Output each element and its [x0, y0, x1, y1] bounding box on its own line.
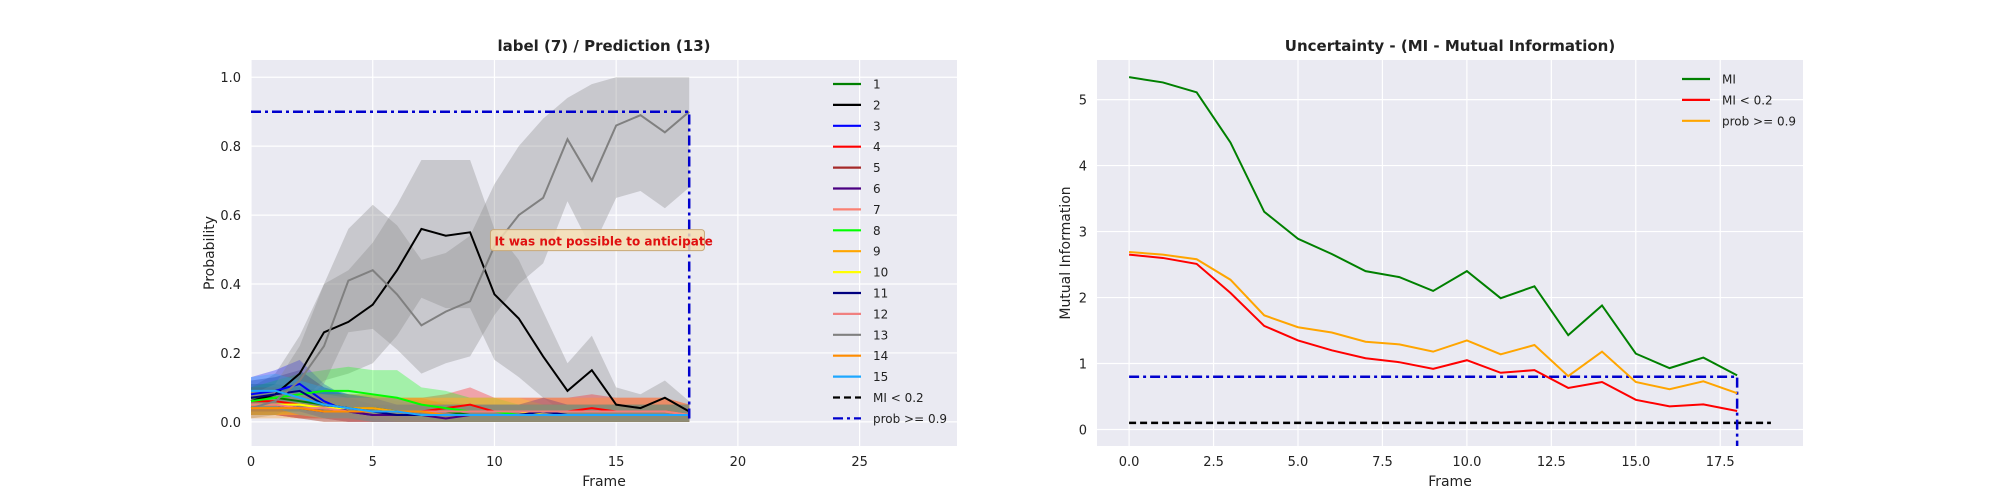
series-line-15	[251, 389, 690, 416]
legend-label: 10	[873, 266, 888, 280]
legend-label: 9	[873, 245, 881, 259]
panel-probability: 0 5 10 15 20 250.00.20.40.60.81.0It was not p…	[202, 37, 957, 490]
x-tick-label: 25	[851, 455, 868, 470]
x-tick-label: 5	[369, 455, 377, 470]
series-line-2	[250, 227, 690, 413]
series-line-12	[251, 403, 690, 416]
prob-threshold-line	[251, 110, 691, 422]
y-axis-label: Mutual Information	[1058, 186, 1074, 319]
y-tick-label: 4	[1079, 160, 1087, 175]
x-tick-label: 17.5	[1706, 455, 1735, 470]
series-line-MI-0-2	[1128, 253, 1738, 413]
x-tick-label: 20	[730, 455, 747, 470]
x-tick-label: 12.5	[1537, 455, 1566, 470]
x-axis-label: Frame	[582, 474, 626, 490]
y-tick-label: 0.2	[220, 347, 241, 362]
series-line-MI	[1128, 76, 1738, 377]
y-tick-label: 0.6	[220, 209, 241, 224]
y-tick-label: 0.8	[220, 140, 241, 155]
plot-background	[1097, 60, 1803, 446]
legend-label: MI	[1722, 73, 1736, 87]
x-tick-label: 0	[247, 455, 255, 470]
legend-label: 11	[873, 287, 888, 301]
legend: MI MI < 0.2 prob >= 0.9	[1682, 73, 1796, 128]
y-tick-label: 3	[1079, 226, 1087, 241]
series-band-13	[251, 77, 690, 419]
x-tick-label: 5.0	[1288, 455, 1309, 470]
x-tick-label: 7.5	[1372, 455, 1393, 470]
legend-label: MI < 0.2	[873, 391, 924, 405]
panel-uncertainty: 0.0 2.5 5.0 7.5 10.0 12.5 15.0 17.5 0 1 2 3 4 5 Uncert…	[1058, 37, 1803, 490]
legend-label: 1	[873, 78, 881, 92]
legend-label: 15	[873, 370, 888, 384]
annotation-text: It was not possible to anticipate	[494, 235, 712, 249]
prob-threshold-line	[1129, 375, 1739, 446]
legend-label: 6	[873, 182, 881, 196]
chart-title: Uncertainty - (MI - Mutual Information)	[1285, 37, 1615, 55]
legend-label: prob >= 0.9	[1722, 114, 1796, 128]
y-tick-label: 0.4	[220, 278, 241, 293]
y-tick-label: 0.0	[220, 416, 241, 431]
chart-title: label (7) / Prediction (13)	[497, 37, 710, 55]
legend-label: 2	[873, 98, 881, 112]
legend-label: 7	[873, 203, 881, 217]
y-tick-label: 1	[1079, 358, 1087, 373]
y-tick-label: 0	[1079, 424, 1087, 439]
x-tick-label: 2.5	[1203, 455, 1224, 470]
y-axis-label: Probability	[202, 216, 218, 290]
legend-label: prob >= 0.9	[873, 412, 947, 426]
legend-label: 5	[873, 161, 881, 175]
legend-label: 8	[873, 224, 881, 238]
legend-label: MI < 0.2	[1722, 93, 1773, 107]
x-tick-label: 0.0	[1119, 455, 1140, 470]
y-tick-label: 2	[1079, 292, 1087, 307]
legend-label: 13	[873, 328, 888, 342]
x-axis-label: Frame	[1428, 474, 1472, 490]
legend-label: 4	[873, 140, 881, 154]
y-tick-label: 5	[1079, 94, 1087, 109]
series-band-3	[251, 359, 690, 422]
x-tick-label: 10	[486, 455, 503, 470]
series-band-2	[251, 159, 690, 422]
legend-label: 3	[873, 119, 881, 133]
plot-background	[251, 60, 957, 446]
series-line-13	[250, 110, 690, 410]
legend-label: 12	[873, 307, 888, 321]
legend-label: 14	[873, 349, 888, 363]
x-tick-label: 10.0	[1452, 455, 1481, 470]
annotation-box	[489, 229, 705, 252]
series-line-prob-0-9	[1129, 251, 1738, 395]
x-tick-label: 15.0	[1621, 455, 1650, 470]
x-tick-label: 15	[608, 455, 625, 470]
y-tick-label: 1.0	[220, 71, 241, 86]
